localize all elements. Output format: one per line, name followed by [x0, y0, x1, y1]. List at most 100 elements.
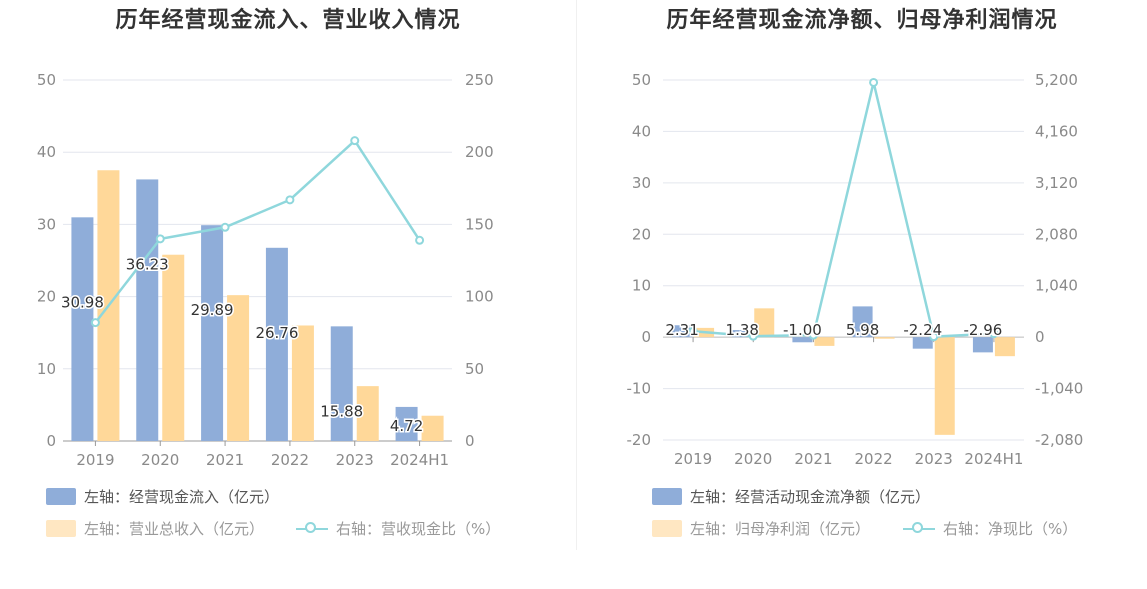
- y-right-tick-label: 0: [1035, 328, 1045, 346]
- y-right-tick-label: 0: [465, 432, 475, 450]
- y-left-tick-label: 30: [632, 174, 651, 192]
- y-left-tick-label: 10: [37, 360, 56, 378]
- y-right-tick-label: 250: [465, 71, 494, 89]
- legend-swatch: [652, 488, 682, 505]
- x-tick-label: 2023: [336, 451, 374, 469]
- x-tick-label: 2024H1: [964, 450, 1023, 468]
- y-right-tick-label: 1,040: [1035, 277, 1078, 295]
- ratio-point: [808, 330, 818, 340]
- legend-item-net-operating-cash[interactable]: 左轴：经营活动现金流净额（亿元）: [652, 486, 930, 507]
- ratio-point: [869, 77, 879, 87]
- x-tick-label: 2019: [76, 451, 114, 469]
- bar: [227, 295, 250, 441]
- legend-swatch: [46, 488, 76, 505]
- y-right-tick-label: 4,160: [1035, 122, 1078, 140]
- data-label: 26.76: [255, 324, 298, 342]
- ratio-point: [285, 195, 295, 205]
- ratio-point: [220, 222, 230, 232]
- x-tick-label: 2021: [206, 451, 244, 469]
- ratio-point: [155, 234, 165, 244]
- ratio-point: [989, 329, 999, 339]
- bar: [852, 306, 873, 338]
- ratio-point: [415, 235, 425, 245]
- ratio-point: [748, 331, 758, 341]
- y-left-tick-label: 0: [46, 432, 56, 450]
- legend-item-revenue-cash-ratio[interactable]: 右轴：营收现金比（%）: [296, 518, 500, 539]
- x-tick-label: 2021: [794, 450, 832, 468]
- legend-swatch: [652, 520, 682, 537]
- bar: [994, 337, 1015, 357]
- legend-item-net-profit[interactable]: 左轴：归母净利润（亿元）: [652, 518, 870, 539]
- y-right-tick-label: 5,200: [1035, 71, 1078, 89]
- chart-title: 历年经营现金流入、营业收入情况: [115, 8, 461, 33]
- ratio-line: [692, 82, 994, 338]
- data-label: 15.88: [320, 402, 363, 420]
- x-tick-label: 2022: [854, 450, 892, 468]
- x-tick-label: 2019: [674, 450, 712, 468]
- bar: [672, 325, 693, 338]
- chart-title: 历年经营现金流净额、归母净利润情况: [666, 8, 1058, 33]
- data-label: 5.98: [846, 321, 879, 339]
- bar: [136, 179, 159, 441]
- legend-line-marker-icon: [903, 520, 935, 537]
- bar: [201, 225, 224, 441]
- x-tick-label: 2023: [915, 450, 953, 468]
- data-label: 29.89: [191, 301, 234, 319]
- ratio-point: [350, 136, 360, 146]
- bar: [972, 337, 993, 353]
- y-right-tick-label: -2,080: [1035, 431, 1083, 449]
- bar: [395, 406, 418, 441]
- data-label: -2.24: [903, 321, 942, 339]
- ratio-line: [94, 138, 421, 324]
- data-label: -2.96: [964, 321, 1003, 339]
- data-label: -1.00: [783, 321, 822, 339]
- data-label: 2.31: [665, 321, 698, 339]
- y-left-tick-label: 20: [632, 225, 651, 243]
- legend-label: 右轴：净现比（%）: [943, 520, 1078, 538]
- y-left-tick-label: -20: [627, 431, 652, 449]
- bar: [732, 330, 753, 338]
- y-left-tick-label: 50: [37, 71, 56, 89]
- data-label: 1.38: [726, 321, 759, 339]
- legend-label: 左轴：归母净利润（亿元）: [690, 520, 871, 538]
- y-left-tick-label: 30: [37, 215, 56, 233]
- bar: [265, 247, 288, 441]
- net-cash-profit-chart: -20 -2,080 -10 -1,040 0 0 10 1,040 20 2,080 30 3,12…: [627, 71, 1084, 468]
- bar: [934, 337, 955, 435]
- legend-label: 左轴：营业总收入（亿元）: [84, 520, 265, 538]
- y-right-tick-label: 50: [465, 360, 484, 378]
- x-tick-label: 2020: [141, 451, 179, 469]
- legend-item-revenue[interactable]: 左轴：营业总收入（亿元）: [46, 518, 264, 539]
- ratio-point: [929, 332, 939, 342]
- bar: [291, 325, 314, 441]
- legend-label: 左轴：经营活动现金流净额（亿元）: [690, 488, 931, 506]
- legend-swatch: [46, 520, 76, 537]
- data-label: 4.72: [390, 417, 423, 435]
- y-right-tick-label: 2,080: [1035, 225, 1078, 243]
- data-label: 36.23: [126, 255, 169, 273]
- bar: [330, 326, 353, 441]
- y-left-tick-label: -10: [627, 380, 652, 398]
- legend-label: 右轴：营收现金比（%）: [336, 520, 501, 538]
- y-right-tick-label: 100: [465, 288, 494, 306]
- legend-label: 左轴：经营现金流入（亿元）: [84, 488, 280, 506]
- y-right-tick-label: 3,120: [1035, 174, 1078, 192]
- y-right-tick-label: 150: [465, 215, 494, 233]
- x-tick-label: 2020: [734, 450, 772, 468]
- ratio-point: [90, 318, 100, 328]
- y-left-tick-label: 0: [641, 328, 651, 346]
- bar: [71, 217, 94, 441]
- data-label: 30.98: [61, 293, 104, 311]
- cash-inflow-revenue-chart: 0 0 10 50 20 100 30 150 40 200 50 250 2019 2020 2021 20…: [37, 71, 494, 469]
- legend-item-net-cash-ratio[interactable]: 右轴：净现比（%）: [903, 518, 1077, 539]
- cash-inflow-revenue-panel: 历年经营现金流入、营业收入情况 0 0 10 50 20 100 30 150 40 200 50 2…: [37, 8, 500, 539]
- legend-item-cash-inflow[interactable]: 左轴：经营现金流入（亿元）: [46, 486, 279, 507]
- bar: [874, 337, 895, 339]
- x-tick-label: 2022: [271, 451, 309, 469]
- panel-divider: [576, 0, 577, 550]
- ratio-point: [688, 326, 698, 336]
- bar: [754, 308, 775, 338]
- legend-line-marker-icon: [296, 520, 328, 537]
- y-left-tick-label: 50: [632, 71, 651, 89]
- y-left-tick-label: 10: [632, 277, 651, 295]
